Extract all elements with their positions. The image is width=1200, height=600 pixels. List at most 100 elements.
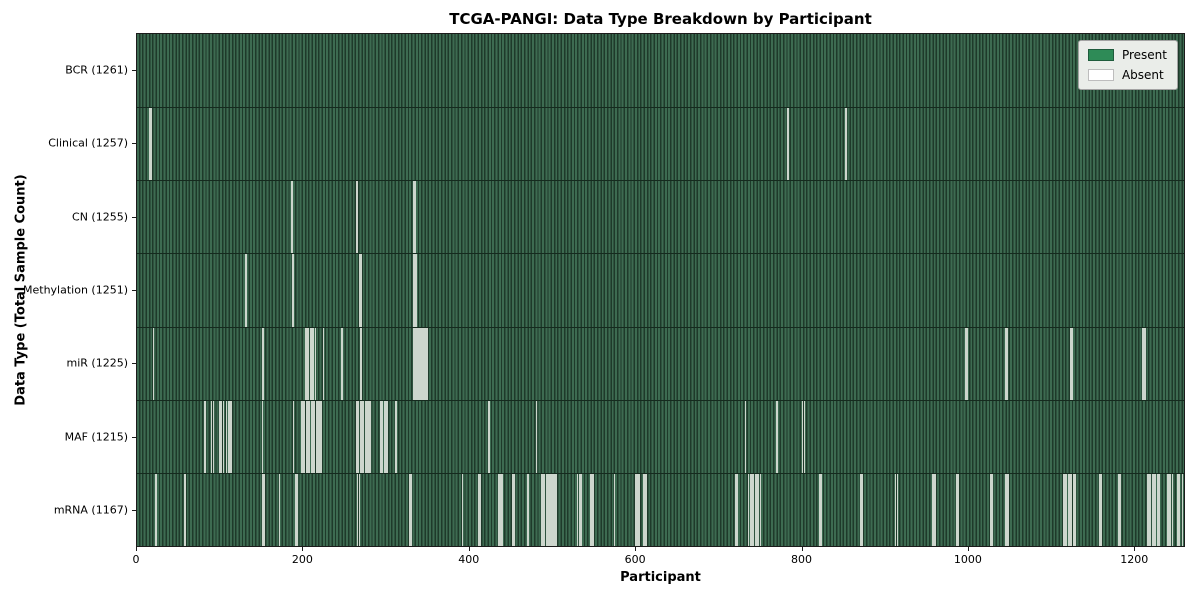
absent-mark <box>1146 473 1149 546</box>
absent-mark <box>230 400 233 473</box>
absent-mark <box>1179 473 1181 546</box>
absent-mark <box>300 400 302 473</box>
absent-mark <box>776 400 778 473</box>
absent-mark <box>413 327 415 400</box>
legend: Present Absent <box>1077 40 1178 90</box>
absent-mark <box>818 473 821 546</box>
absent-mark <box>222 400 224 473</box>
absent-mark <box>479 473 482 546</box>
absent-mark <box>553 473 556 546</box>
absent-mark <box>415 254 417 327</box>
absent-mark <box>1149 473 1152 546</box>
absent-mark <box>635 473 637 546</box>
absent-mark <box>1070 327 1072 400</box>
absent-mark <box>592 473 595 546</box>
absent-mark <box>385 400 387 473</box>
absent-mark <box>845 108 847 181</box>
absent-mark <box>359 254 361 327</box>
y-tick-mark <box>132 290 136 291</box>
absent-mark <box>296 473 298 546</box>
absent-mark <box>413 254 415 327</box>
y-tick-label-clinical: Clinical (1257) <box>48 136 128 150</box>
x-tick-label-800: 800 <box>791 553 812 566</box>
absent-mark <box>461 473 464 546</box>
absent-mark <box>358 473 361 546</box>
absent-mark <box>861 473 864 546</box>
absent-mark <box>386 400 389 473</box>
absent-swatch-icon <box>1087 69 1114 81</box>
heatmap-row-mir <box>137 326 1184 400</box>
absent-mark <box>547 473 549 546</box>
absent-mark <box>362 400 365 473</box>
absent-mark <box>150 108 152 181</box>
absent-mark <box>478 473 480 546</box>
heatmap-row-maf <box>137 399 1184 473</box>
absent-mark <box>758 473 760 546</box>
absent-mark <box>744 400 747 473</box>
absent-mark <box>753 473 755 546</box>
y-tick-label-maf: MAF (1215) <box>64 430 128 444</box>
absent-mark <box>540 473 542 546</box>
x-tick-mark <box>136 547 137 551</box>
absent-mark <box>1117 473 1119 546</box>
absent-mark <box>931 473 933 546</box>
x-axis-label: Participant <box>620 570 701 585</box>
absent-mark <box>1166 473 1168 546</box>
absent-mark <box>542 473 544 546</box>
absent-mark <box>501 473 503 546</box>
absent-mark <box>498 473 500 546</box>
absent-mark <box>360 327 362 400</box>
absent-mark <box>513 473 516 546</box>
absent-mark <box>318 400 321 473</box>
x-tick-mark <box>1134 547 1135 551</box>
y-tick-label-bcr: BCR (1261) <box>65 63 128 77</box>
x-tick-label-0: 0 <box>132 553 140 566</box>
absent-mark <box>1004 327 1007 400</box>
absent-mark <box>736 473 738 546</box>
absent-mark <box>577 473 579 546</box>
heatmap-row-methylation <box>137 253 1184 327</box>
absent-mark <box>294 473 297 546</box>
y-tick-label-methylation: Methylation (1251) <box>23 283 128 297</box>
x-tick-mark <box>302 547 303 551</box>
absent-mark <box>991 473 993 546</box>
absent-mark <box>527 473 529 546</box>
x-tick-mark <box>968 547 969 551</box>
absent-mark <box>589 473 591 546</box>
absent-mark <box>293 254 295 327</box>
absent-mark <box>341 327 343 400</box>
absent-mark <box>1169 473 1172 546</box>
absent-mark <box>381 400 384 473</box>
absent-mark <box>184 473 186 546</box>
absent-mark <box>643 473 645 546</box>
absent-mark <box>754 473 757 546</box>
absent-mark <box>278 473 281 546</box>
absent-mark <box>261 327 263 400</box>
absent-mark <box>204 400 206 473</box>
absent-mark <box>1144 327 1147 400</box>
absent-mark <box>957 473 959 546</box>
y-tick-mark <box>132 510 136 511</box>
absent-mark <box>989 473 992 546</box>
legend-label-absent: Absent <box>1121 68 1164 82</box>
absent-mark <box>308 400 311 473</box>
absent-mark <box>418 327 420 400</box>
absent-mark <box>965 327 968 400</box>
absent-mark <box>356 400 358 473</box>
plot-area <box>136 33 1185 547</box>
x-tick-mark <box>469 547 470 551</box>
absent-mark <box>535 400 537 473</box>
absent-mark <box>261 473 263 546</box>
absent-mark <box>210 400 213 473</box>
absent-mark <box>320 400 322 473</box>
absent-mark <box>1006 327 1008 400</box>
absent-mark <box>356 181 358 254</box>
absent-mark <box>638 473 640 546</box>
absent-mark <box>488 400 490 473</box>
absent-mark <box>366 400 368 473</box>
absent-mark <box>309 327 312 400</box>
absent-mark <box>1069 473 1071 546</box>
absent-mark <box>310 400 312 473</box>
y-tick-mark <box>132 217 136 218</box>
absent-mark <box>229 400 231 473</box>
